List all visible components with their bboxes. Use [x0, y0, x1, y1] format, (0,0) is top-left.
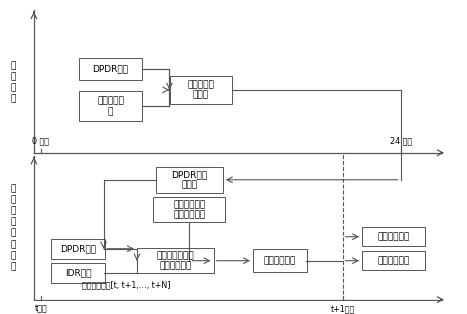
- Text: 时域窗口后移: 时域窗口后移: [377, 232, 410, 241]
- FancyBboxPatch shape: [362, 251, 425, 270]
- Text: 执行优化结果: 执行优化结果: [264, 256, 296, 265]
- FancyBboxPatch shape: [154, 197, 226, 223]
- FancyBboxPatch shape: [51, 239, 105, 259]
- Text: 复合微分进
化算法: 复合微分进 化算法: [188, 80, 214, 100]
- Text: 继续滚动优化: 继续滚动优化: [377, 256, 410, 265]
- Text: 日前预测数
据: 日前预测数 据: [97, 97, 124, 116]
- FancyBboxPatch shape: [362, 227, 425, 246]
- FancyBboxPatch shape: [51, 263, 105, 283]
- FancyBboxPatch shape: [253, 250, 307, 272]
- Text: t时段: t时段: [35, 304, 47, 313]
- Text: DPDR模型: DPDR模型: [92, 64, 128, 73]
- Text: 日
内
时
域
滚
动
调
度: 日 内 时 域 滚 动 调 度: [10, 184, 16, 271]
- Text: DPDR模型: DPDR模型: [60, 244, 96, 253]
- Text: 24 时段: 24 时段: [389, 136, 412, 145]
- FancyBboxPatch shape: [170, 76, 233, 104]
- Text: 日前调度各机
组最优出力值: 日前调度各机 组最优出力值: [173, 200, 205, 219]
- Text: DPDR后的
负荷值: DPDR后的 负荷值: [171, 170, 207, 189]
- Text: 日内调度各机组
最优可控增量: 日内调度各机组 最优可控增量: [156, 251, 194, 270]
- Text: IDR模型: IDR模型: [65, 268, 91, 277]
- Text: 调度时域窗口[t, t+1,…, t+N]: 调度时域窗口[t, t+1,…, t+N]: [83, 280, 171, 289]
- FancyBboxPatch shape: [79, 91, 142, 121]
- FancyBboxPatch shape: [79, 57, 142, 80]
- Text: 日
前
调
度: 日 前 调 度: [10, 61, 16, 104]
- Text: 0 时段: 0 时段: [32, 136, 50, 145]
- FancyBboxPatch shape: [156, 167, 223, 192]
- Text: t+1时段: t+1时段: [331, 304, 355, 313]
- FancyBboxPatch shape: [137, 248, 214, 273]
